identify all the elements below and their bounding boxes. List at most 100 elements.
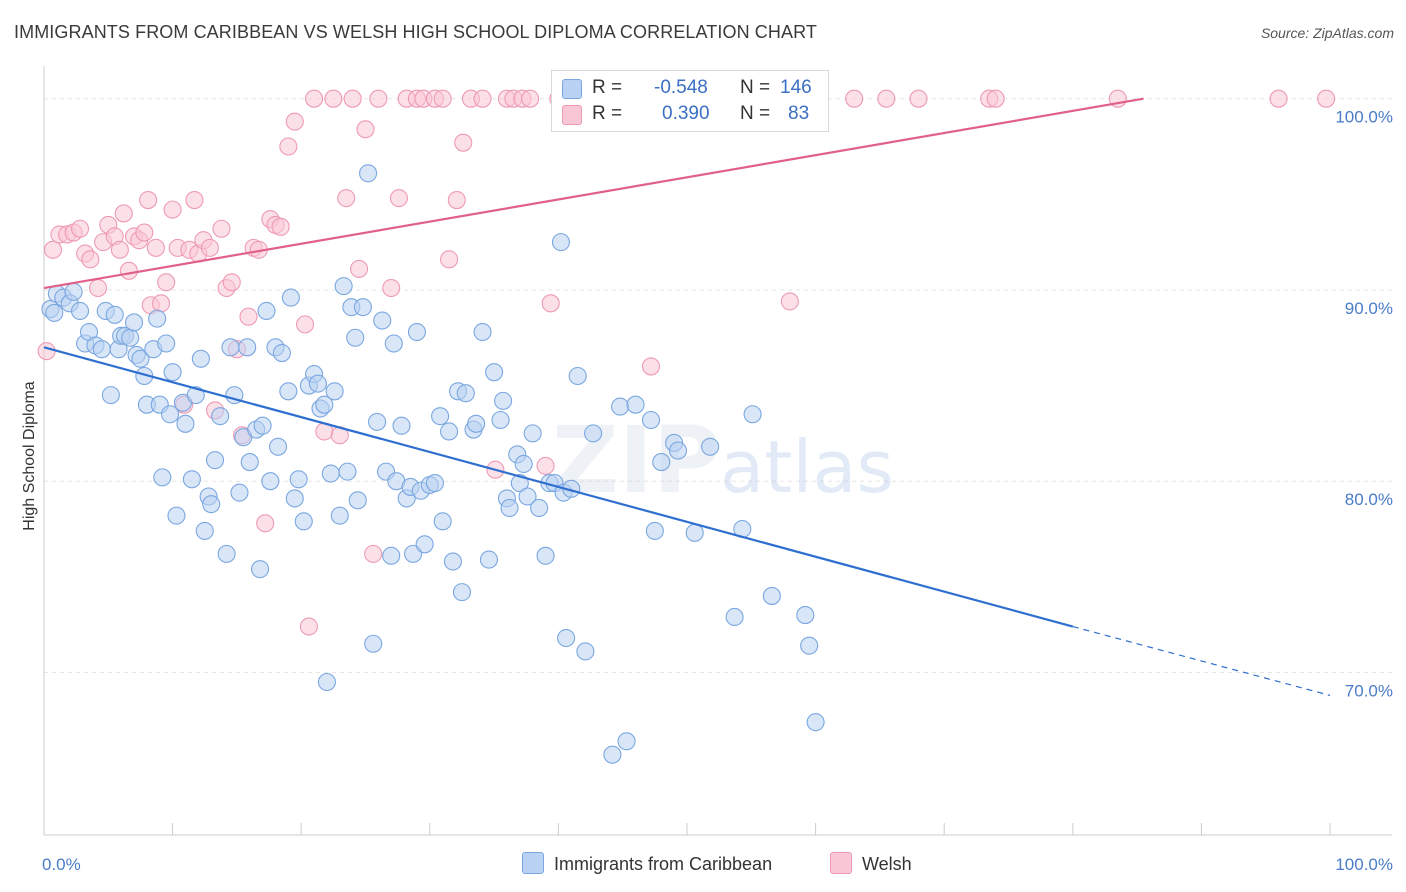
caribbean-point	[557, 628, 576, 648]
caribbean-trend-extension	[1072, 625, 1331, 696]
caribbean-point	[124, 313, 144, 332]
caribbean-point	[576, 642, 595, 661]
caribbean-point	[163, 363, 182, 382]
caribbean-point	[279, 382, 298, 401]
caribbean-point	[211, 407, 230, 426]
caribbean-point	[425, 474, 444, 493]
caribbean-point	[308, 374, 327, 393]
welsh-point	[212, 219, 231, 238]
caribbean-point	[443, 552, 462, 571]
caribbean-point	[485, 363, 504, 382]
welsh-point	[296, 315, 315, 334]
welsh-point	[641, 357, 661, 376]
x-tick-label-max: 100.0%	[1335, 855, 1393, 874]
caribbean-point	[500, 498, 519, 518]
caribbean-point	[514, 454, 533, 474]
caribbean-point	[121, 328, 140, 347]
welsh-point	[37, 342, 56, 361]
legend-n-label: N =	[740, 103, 771, 124]
caribbean-point	[176, 414, 195, 433]
legend-n-value: 146	[780, 77, 812, 98]
caribbean-point	[167, 506, 186, 525]
caribbean-point	[530, 498, 549, 518]
caribbean-point	[101, 386, 120, 405]
legend-swatch-welsh	[562, 105, 582, 125]
welsh-point	[305, 89, 324, 108]
caribbean-point	[230, 483, 249, 502]
caribbean-point	[652, 453, 671, 472]
caribbean-point	[568, 366, 587, 386]
welsh-point	[433, 89, 452, 108]
caribbean-point	[325, 382, 344, 401]
y-tick-label: 80.0%	[1345, 490, 1393, 509]
caribbean-point	[281, 288, 300, 307]
caribbean-points	[41, 164, 825, 764]
caribbean-point	[346, 328, 365, 347]
caribbean-point	[725, 607, 744, 627]
caribbean-point	[392, 416, 411, 435]
caribbean-point	[668, 441, 688, 460]
welsh-point	[157, 273, 176, 292]
caribbean-point	[645, 521, 664, 540]
caribbean-point	[479, 550, 499, 569]
caribbean-point	[701, 437, 720, 456]
caribbean-point	[257, 301, 276, 321]
welsh-point	[337, 189, 356, 208]
caribbean-point	[186, 386, 205, 405]
caribbean-point	[617, 732, 636, 751]
caribbean-point	[611, 397, 630, 416]
watermark: ZIP atlas	[552, 407, 894, 514]
caribbean-point	[221, 338, 240, 357]
caribbean-point	[261, 472, 280, 491]
caribbean-point	[153, 468, 172, 487]
legend-n-value: 83	[788, 103, 810, 124]
welsh-point	[163, 200, 182, 219]
chart-title: IMMIGRANTS FROM CARIBBEAN VS WELSH HIGH …	[14, 22, 817, 42]
caribbean-point	[415, 535, 434, 554]
y-tick-label: 90.0%	[1345, 299, 1393, 318]
caribbean-point	[368, 412, 387, 431]
caribbean-point	[384, 334, 403, 353]
welsh-trend-line	[43, 97, 1144, 290]
caribbean-point	[70, 301, 90, 321]
caribbean-point	[195, 521, 214, 540]
legend-swatch-caribbean	[562, 79, 582, 99]
welsh-point	[447, 191, 466, 210]
welsh-point	[256, 514, 275, 533]
caribbean-point	[359, 164, 378, 183]
caribbean-trend-line	[43, 346, 1074, 628]
welsh-point	[877, 89, 896, 108]
welsh-point	[364, 544, 383, 563]
caribbean-point	[269, 437, 288, 456]
bottom-legend-welsh: Welsh	[830, 852, 912, 875]
welsh-points	[37, 89, 1336, 636]
caribbean-point	[626, 395, 645, 414]
caribbean-point	[285, 489, 304, 508]
caribbean-point	[510, 474, 529, 493]
caribbean-point	[806, 713, 825, 732]
caribbean-point	[452, 583, 472, 602]
caribbean-point	[431, 407, 450, 426]
caribbean-point	[202, 495, 221, 514]
legend-n-label: N =	[740, 77, 771, 98]
caribbean-point	[800, 636, 819, 655]
caribbean-point	[148, 309, 167, 328]
bottom-legend-label-caribbean: Immigrants from Caribbean	[554, 854, 773, 874]
legend-r-value: 0.390	[662, 103, 710, 124]
caribbean-point	[315, 395, 334, 414]
bottom-legend-swatch-caribbean	[522, 852, 544, 874]
welsh-point	[324, 89, 343, 108]
caribbean-point	[45, 303, 64, 322]
welsh-point	[114, 204, 133, 223]
tick-labels: 70.0% 80.0% 90.0% 100.0% 0.0% 100.0%	[42, 108, 1393, 874]
welsh-point	[271, 217, 290, 236]
welsh-point	[70, 219, 90, 238]
caribbean-point	[253, 416, 272, 435]
welsh-point	[88, 278, 108, 298]
caribbean-point	[433, 512, 452, 531]
welsh-point	[382, 278, 401, 298]
welsh-point	[146, 238, 165, 257]
welsh-point	[473, 89, 492, 108]
welsh-point	[151, 294, 171, 313]
legend-r-label: R =	[592, 103, 623, 124]
